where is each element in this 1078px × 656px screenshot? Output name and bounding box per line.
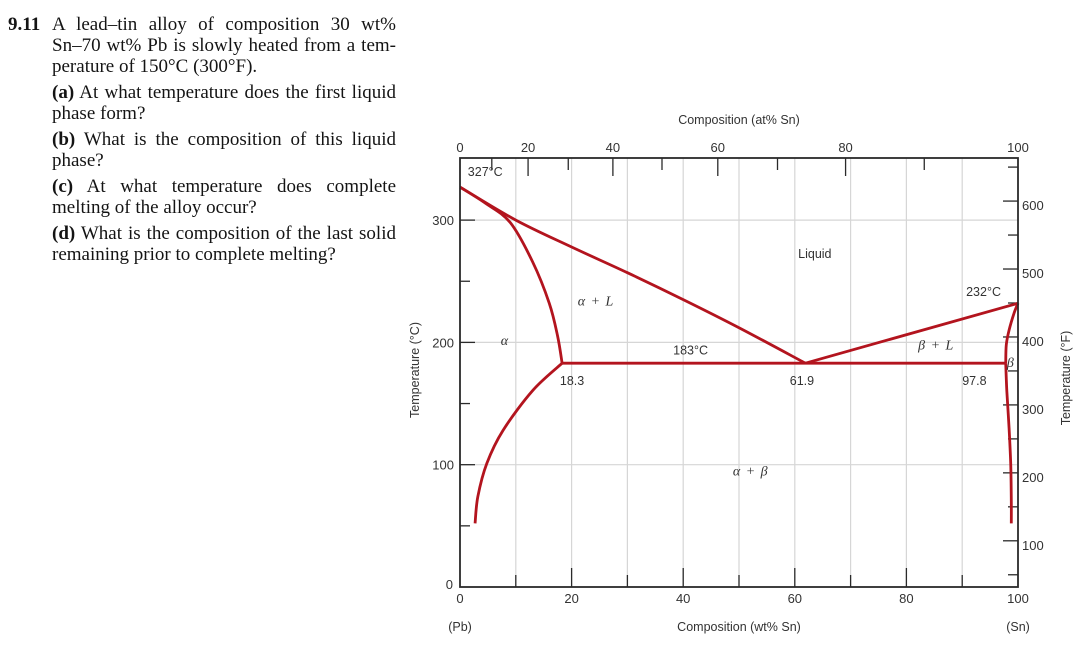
intro-line: perature of 150°C (300°F).	[52, 56, 258, 77]
y-axis-title: Temperature (°C)	[408, 322, 422, 418]
x2-tick-label: 0	[456, 140, 463, 155]
x-tick-label: 60	[788, 591, 802, 606]
x2-tick-label: 20	[521, 140, 535, 155]
solvus-right-curve	[1004, 363, 1013, 524]
y2-tick-label: 300	[1022, 402, 1044, 417]
value-annotation: 97.8	[962, 374, 986, 388]
x-axis-title: Composition (wt% Sn)	[677, 620, 801, 634]
part-line: melting of the alloy occur?	[52, 197, 257, 218]
problem-intro: 9.11 A lead–tin alloy of composition 30 …	[0, 14, 396, 77]
x2-tick-label: 40	[606, 140, 620, 155]
part-text: What is the composition of the last soli…	[80, 223, 396, 244]
part-b: (b) What is the composition of this liqu…	[0, 129, 396, 171]
value-annotation: Liquid	[798, 247, 831, 261]
x2-tick-label: 60	[711, 140, 725, 155]
x-end-label-sn: (Sn)	[1006, 620, 1030, 634]
liquidus-left-curve	[459, 185, 807, 365]
solvus-left-curve	[473, 362, 564, 524]
plot-frame	[459, 157, 1019, 588]
y2-tick-label: 500	[1022, 266, 1044, 281]
x-tick-label: 40	[676, 591, 690, 606]
phase-region-label: α + L	[578, 295, 614, 310]
x2-axis-title: Composition (at% Sn)	[678, 113, 800, 127]
part-first-line: (c) At what temperature does complete	[52, 176, 396, 197]
x-tick-label: 80	[899, 591, 913, 606]
liquidus-right-curve	[805, 301, 1019, 365]
part-first-line: (d) What is the composition of the last …	[52, 223, 396, 244]
y2-tick-label: 100	[1022, 538, 1044, 553]
axis-labels: 0 20 40 60 80 100 0 20 40 60 80 100 0 100 200 300 100 200…	[408, 113, 1073, 634]
y-tick-label: 300	[432, 213, 454, 228]
y2-axis-title: Temperature (°F)	[1059, 331, 1073, 426]
part-first-line: (a) At what temperature does the first l…	[52, 82, 396, 103]
part-text: At what temperature does complete	[86, 176, 397, 197]
problem-number: 9.11	[8, 14, 41, 35]
x-tick-label: 20	[564, 591, 578, 606]
phase-region-label: β	[1006, 356, 1014, 371]
part-line: phase?	[52, 150, 104, 171]
part-label: (a)	[52, 82, 75, 103]
part-text: At what temperature does the first liqui…	[79, 82, 397, 103]
part-first-line: (b) What is the composition of this liqu…	[52, 129, 396, 150]
annotations: 327°C Liquid α + L α 183°C 18.3 61.9 β + L 232°C…	[468, 165, 1014, 480]
problem-text: 9.11 A lead–tin alloy of composition 30 …	[0, 14, 400, 265]
value-annotation: 327°C	[468, 165, 503, 179]
value-annotation: 18.3	[560, 374, 584, 388]
intro-line: A lead–tin alloy of composition 30 wt%	[52, 14, 396, 35]
part-label: (d)	[52, 223, 76, 244]
part-a: (a) At what temperature does the first l…	[0, 82, 396, 124]
y-tick-label: 100	[432, 458, 454, 473]
value-annotation: 183°C	[673, 344, 708, 358]
value-annotation: 61.9	[790, 374, 814, 388]
part-label: (b)	[52, 129, 76, 150]
part-text: What is the composition of this liquid	[83, 129, 396, 150]
grid-lines	[460, 158, 1018, 587]
part-d: (d) What is the composition of the last …	[0, 223, 396, 265]
y2-tick-label: 400	[1022, 334, 1044, 349]
axis-ticks	[460, 158, 1018, 587]
part-label: (c)	[52, 176, 74, 197]
phase-region-label: α	[501, 334, 509, 349]
y2-tick-label: 200	[1022, 470, 1044, 485]
phase-region-label: α + β	[733, 465, 768, 480]
y-tick-label: 0	[446, 577, 453, 592]
x-end-label-pb: (Pb)	[448, 620, 472, 634]
phase-region-label: β + L	[917, 339, 953, 354]
y-tick-label: 200	[432, 335, 454, 350]
value-annotation: 232°C	[966, 285, 1001, 299]
x2-tick-label: 100	[1007, 140, 1029, 155]
part-c: (c) At what temperature does complete me…	[0, 176, 396, 218]
part-line: remaining prior to complete melting?	[52, 244, 336, 265]
phase-boundaries	[459, 185, 1020, 524]
x2-tick-label: 80	[838, 140, 852, 155]
x-tick-label: 100	[1007, 591, 1029, 606]
part-line: phase form?	[52, 103, 146, 124]
solidus-left-curve	[459, 185, 564, 364]
x-tick-label: 0	[456, 591, 463, 606]
solidus-right-curve	[1004, 302, 1020, 364]
intro-line: Sn–70 wt% Pb is slowly heated from a tem…	[52, 35, 396, 56]
y2-tick-label: 600	[1022, 198, 1044, 213]
